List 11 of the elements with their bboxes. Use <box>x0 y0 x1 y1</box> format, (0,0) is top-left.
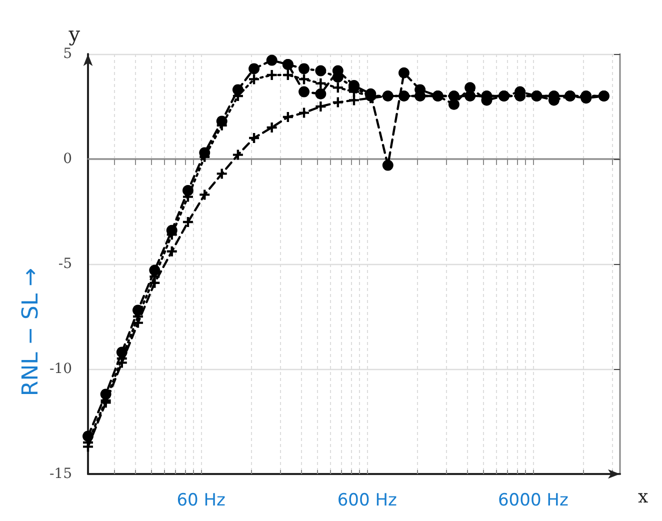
y-tick-label: 0 <box>63 151 72 167</box>
x-axis-title: x <box>638 486 648 508</box>
x-tick-label: 60 Hz <box>176 490 226 510</box>
y-tick-label: 5 <box>63 46 72 62</box>
text: RNL − SL → <box>18 268 44 396</box>
x-tick-label: 600 Hz <box>337 490 397 510</box>
y-tick-label: -5 <box>58 256 72 272</box>
y-tick-label: -15 <box>49 466 72 482</box>
x-tick-label: 6000 Hz <box>498 490 568 510</box>
y-tick-label: -10 <box>49 361 72 377</box>
y-axis-title: y <box>68 22 81 46</box>
